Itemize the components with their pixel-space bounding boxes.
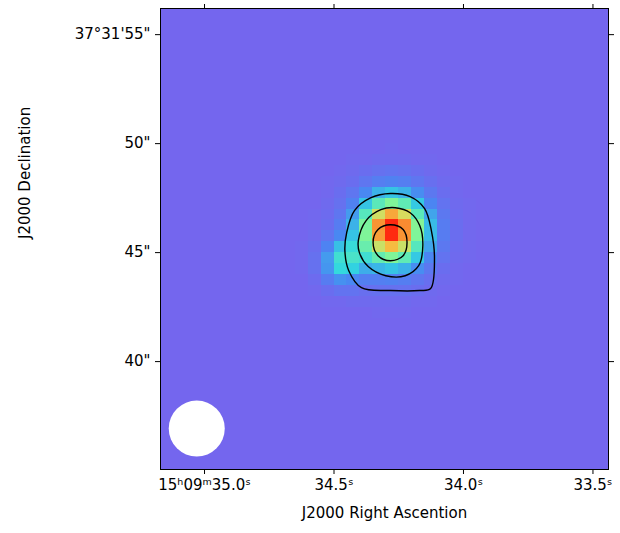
svg-text:50": 50" — [125, 134, 151, 152]
svg-text:J2000 Right Ascention: J2000 Right Ascention — [301, 504, 467, 522]
svg-text:34.5ˢ: 34.5ˢ — [315, 476, 354, 494]
svg-text:15ʰ09ᵐ35.0ˢ: 15ʰ09ᵐ35.0ˢ — [158, 476, 251, 494]
svg-text:45": 45" — [125, 243, 151, 261]
svg-text:40": 40" — [125, 352, 151, 370]
svg-text:33.5ˢ: 33.5ˢ — [573, 476, 612, 494]
svg-text:34.0ˢ: 34.0ˢ — [444, 476, 483, 494]
svg-text:J2000 Declination: J2000 Declination — [16, 107, 34, 240]
svg-text:37°31'55": 37°31'55" — [75, 25, 151, 43]
